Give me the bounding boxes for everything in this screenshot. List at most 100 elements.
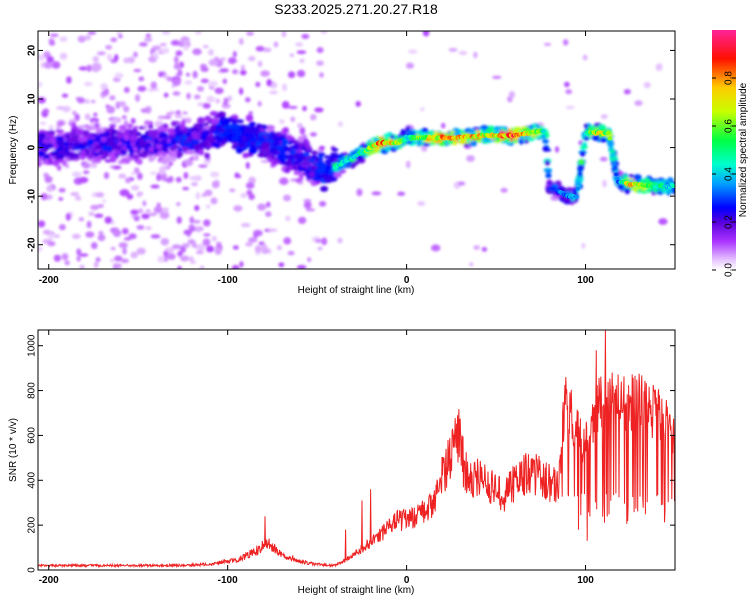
spectrogram-cell <box>578 159 585 166</box>
spectrogram-x-axis: -200 -100 0 100 <box>39 31 594 286</box>
spectrogram-cell <box>38 160 42 168</box>
spectrogram-cell <box>105 45 113 50</box>
spectrogram-cell <box>168 175 174 182</box>
spectrogram-cell <box>130 251 139 259</box>
spectrogram-cell <box>317 152 326 157</box>
spectrogram-cell <box>211 142 220 147</box>
spectrogram-cell <box>114 72 124 79</box>
spectrogram-x-label: Height of straight line (km) <box>298 285 415 296</box>
spectrogram-cell <box>47 240 56 247</box>
spectrogram-cell <box>50 150 60 157</box>
spectrogram-cell <box>58 187 66 193</box>
spectrogram-cell <box>508 91 516 99</box>
spectrogram-cell <box>624 187 630 195</box>
spectrogram-cell <box>245 242 253 247</box>
spectrogram-cell <box>86 138 94 146</box>
spectrogram-cell <box>151 45 162 51</box>
spectrogram-cell <box>330 152 339 157</box>
spectrogram-cell <box>122 247 127 255</box>
spectrogram-cell <box>111 118 117 125</box>
spectrogram-cell <box>227 95 233 102</box>
spectrogram-cell <box>200 78 209 84</box>
spectrogram-cell <box>116 131 125 139</box>
spectrogram-cell <box>93 112 98 117</box>
spectrogram-cell <box>138 42 148 47</box>
colorbar-gradient <box>712 30 736 270</box>
spectrogram-cell <box>628 174 634 178</box>
spectrogram-cell <box>114 149 121 155</box>
spectrogram-cell <box>390 134 395 139</box>
spectrogram-cell <box>104 216 113 224</box>
spectrogram-cell <box>74 191 80 198</box>
spectrogram-cell <box>184 150 189 155</box>
spectrogram-cell <box>173 129 179 133</box>
spectrogram-ridge-cell <box>541 129 546 134</box>
spectrogram-cell <box>172 78 181 87</box>
spectrogram-cell <box>482 136 492 143</box>
spectrogram-cell <box>203 233 211 237</box>
spectrogram-cell <box>208 49 214 56</box>
spectrogram-cell <box>316 60 324 66</box>
spectrogram-cell <box>78 176 89 184</box>
spectrogram-cell <box>138 76 145 82</box>
spectrogram-cell <box>290 116 296 123</box>
spectrogram-cell <box>422 31 430 37</box>
spectrogram-cell <box>48 124 54 131</box>
spectrogram-cell <box>245 114 254 122</box>
spectrogram-cell <box>266 79 272 87</box>
spectrogram-cell <box>220 116 226 121</box>
spectrogram-cell <box>175 133 185 137</box>
spectrogram-cell <box>57 121 64 127</box>
spectrogram-cell <box>305 169 311 175</box>
spectrogram-cell <box>150 81 157 89</box>
colorbar-ticks: 0.0 0.2 0.4 0.6 0.8 <box>712 71 736 277</box>
spectrogram-cell <box>192 48 202 56</box>
spectrogram-cell <box>125 177 131 184</box>
spectrogram-cell <box>243 133 251 137</box>
spectrogram-cell <box>86 220 92 229</box>
spectrogram-cell <box>160 174 167 182</box>
spectrogram-cell <box>287 136 296 142</box>
spectrogram-cell <box>78 143 85 149</box>
spectrogram-cell <box>180 255 190 262</box>
spectrogram-cell <box>130 118 136 124</box>
spectrogram-cell <box>118 173 127 179</box>
spectrogram-cell <box>244 97 251 103</box>
spectrogram-cell <box>163 250 169 257</box>
spectrogram-cell <box>91 242 98 250</box>
spectrogram-cell <box>262 47 272 53</box>
snr-y-axis: 0 200 400 600 800 1000 <box>27 334 675 573</box>
spectrogram-cell <box>175 50 183 57</box>
spectrogram-cell <box>239 261 244 268</box>
spectrogram-cell <box>173 62 181 70</box>
spectrogram-cell <box>42 229 51 235</box>
spectrogram-cell <box>145 209 151 213</box>
spectrogram-cell <box>74 113 80 122</box>
spectrogram-cell <box>110 246 116 251</box>
spectrogram-cell <box>102 199 107 203</box>
spectrogram-cell <box>59 36 68 42</box>
spectrogram-cell <box>325 165 331 172</box>
spectrogram-cell <box>655 63 663 71</box>
spectrogram-cell <box>198 164 208 168</box>
spectrogram-cell <box>104 145 113 152</box>
spectrogram-cell <box>59 52 68 60</box>
spectrogram-cell <box>255 81 261 88</box>
spectrogram-cell <box>79 155 86 160</box>
spectrogram-cell <box>38 246 43 252</box>
spectrogram-cell <box>316 167 325 174</box>
spectrogram-cell <box>174 114 183 119</box>
spectrogram-cell <box>311 176 320 181</box>
spectrogram-cell <box>138 126 145 130</box>
spectrogram-cell <box>204 189 213 197</box>
spectrogram-cell <box>321 237 328 246</box>
spectrogram-cell <box>469 262 474 267</box>
spectrogram-y-tick-label: 0 <box>27 144 38 150</box>
spectrogram-cell <box>199 63 207 69</box>
spectrogram-cell <box>120 258 129 264</box>
spectrogram-cell <box>157 126 162 133</box>
spectrogram-cell <box>179 123 186 130</box>
spectrogram-cell <box>337 237 343 244</box>
spectrogram-cell <box>287 71 296 79</box>
spectrogram-cell <box>383 133 391 139</box>
